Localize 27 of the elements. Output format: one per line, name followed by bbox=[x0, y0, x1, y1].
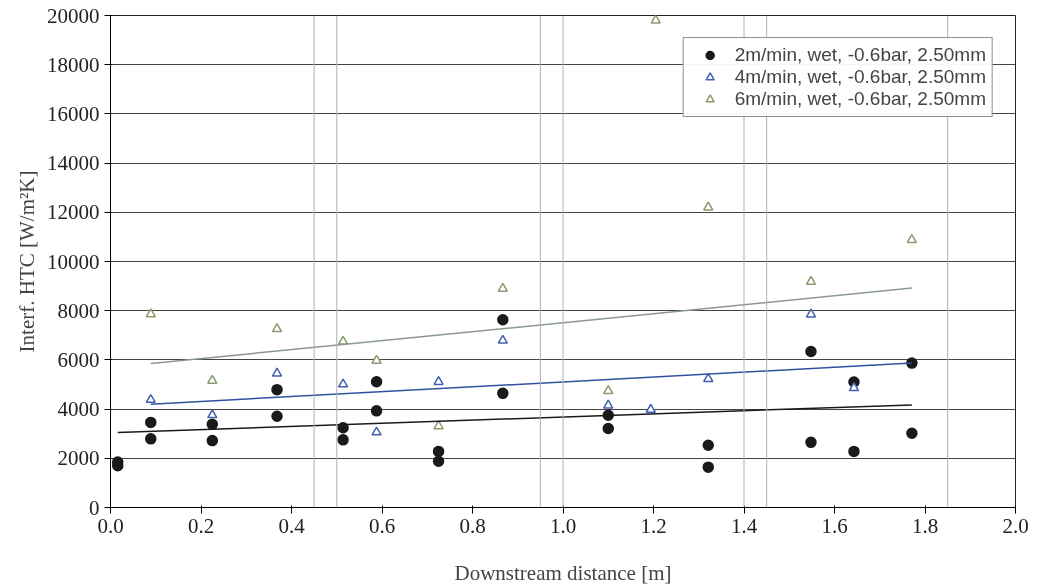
y-tick-label: 0 bbox=[89, 495, 100, 520]
x-tick-label: 1.8 bbox=[911, 513, 939, 538]
x-tick-label: 0.8 bbox=[459, 513, 486, 538]
y-tick-label: 8000 bbox=[57, 298, 100, 323]
x-tick-label: 1.6 bbox=[821, 513, 848, 538]
x-tick-label: 0.2 bbox=[187, 513, 215, 538]
y-tick-label: 2000 bbox=[57, 446, 100, 471]
y-tick-label: 12000 bbox=[47, 200, 100, 225]
legend-label: 2m/min, wet, -0.6bar, 2.50mm bbox=[734, 44, 986, 66]
x-tick-label: 0.4 bbox=[278, 513, 306, 538]
y-tick-label: 18000 bbox=[47, 52, 100, 77]
y-tick-label: 6000 bbox=[57, 347, 100, 372]
y-tick-label: 16000 bbox=[47, 101, 100, 126]
x-tick-label: 1.0 bbox=[549, 513, 577, 538]
y-tick-label: 10000 bbox=[47, 249, 100, 274]
y-tick-label: 14000 bbox=[47, 151, 100, 176]
x-tick-label: 1.4 bbox=[730, 513, 758, 538]
y-tick-label: 4000 bbox=[57, 397, 100, 422]
x-tick-label: 1.2 bbox=[640, 513, 667, 538]
y-tick-label: 20000 bbox=[47, 3, 100, 28]
y-axis-title: Interf. HTC [W/m²K] bbox=[15, 170, 39, 353]
x-tick-label: 0.6 bbox=[368, 513, 396, 538]
x-tick-label: 0.0 bbox=[97, 513, 124, 538]
legend-label: 6m/min, wet, -0.6bar, 2.50mm bbox=[734, 88, 986, 110]
x-tick-label: 2.0 bbox=[1002, 513, 1029, 538]
x-axis-title: Downstream distance [m] bbox=[454, 560, 672, 585]
legend-label: 4m/min, wet, -0.6bar, 2.50mm bbox=[734, 66, 986, 88]
